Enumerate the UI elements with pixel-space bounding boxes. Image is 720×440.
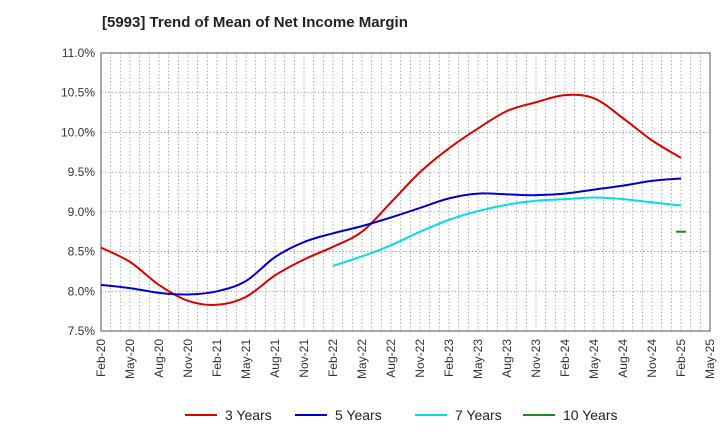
legend-label-7-years: 7 Years: [455, 407, 502, 423]
chart-title: [5993] Trend of Mean of Net Income Margi…: [102, 14, 408, 31]
x-tick-label: Aug-20: [152, 339, 166, 378]
x-tick-label: May-22: [355, 339, 369, 379]
series-line-7-years: [332, 196, 682, 267]
y-tick-label: 11.0%: [62, 46, 95, 60]
legend: 3 Years 5 Years 7 Years 10 Years: [185, 407, 618, 423]
x-tick-label: May-25: [703, 339, 717, 379]
x-tick-label: Aug-22: [384, 339, 398, 378]
x-tick-label: Aug-21: [268, 339, 282, 378]
x-tick-label: Nov-20: [181, 339, 195, 378]
y-tick-label: 7.5%: [68, 324, 96, 338]
x-tick-label: Feb-22: [326, 339, 340, 377]
plot-frame: [100, 52, 711, 332]
x-tick-label: Feb-25: [674, 339, 688, 377]
legend-label-10-years: 10 Years: [563, 407, 618, 423]
grid-lines: [100, 52, 711, 332]
axes: 7.5% 8.0% 8.5% 9.0% 9.5% 10.0% 10.5% 11.0% Feb-2…: [61, 46, 717, 379]
x-tick-label: Feb-24: [558, 339, 572, 377]
series-line-3-years: [100, 93, 682, 306]
y-tick-label: 9.5%: [68, 165, 96, 179]
y-tick-label: 8.0%: [68, 284, 96, 298]
y-tick-label: 10.5%: [61, 86, 95, 100]
x-tick-label: Feb-21: [210, 339, 224, 377]
x-tick-label: Nov-23: [529, 339, 543, 378]
series-line-5-years: [100, 177, 682, 296]
y-tick-label: 10.0%: [61, 125, 95, 139]
series-lines: [100, 93, 686, 306]
x-tick-label: Aug-23: [500, 339, 514, 378]
x-tick-label: May-21: [239, 339, 253, 379]
x-tick-label: May-24: [587, 339, 601, 379]
x-tick-label: May-20: [123, 339, 137, 379]
y-tick-label: 9.0%: [68, 205, 96, 219]
x-tick-label: Feb-20: [94, 339, 108, 377]
x-tick-label: Nov-24: [645, 339, 659, 378]
x-tick-label: Aug-24: [616, 339, 630, 378]
y-tick-label: 8.5%: [68, 245, 96, 259]
x-tick-label: Nov-22: [413, 339, 427, 378]
x-tick-label: May-23: [471, 339, 485, 379]
legend-label-3-years: 3 Years: [225, 407, 272, 423]
x-tick-label: Feb-23: [442, 339, 456, 377]
legend-label-5-years: 5 Years: [335, 407, 382, 423]
x-tick-label: Nov-21: [297, 339, 311, 378]
